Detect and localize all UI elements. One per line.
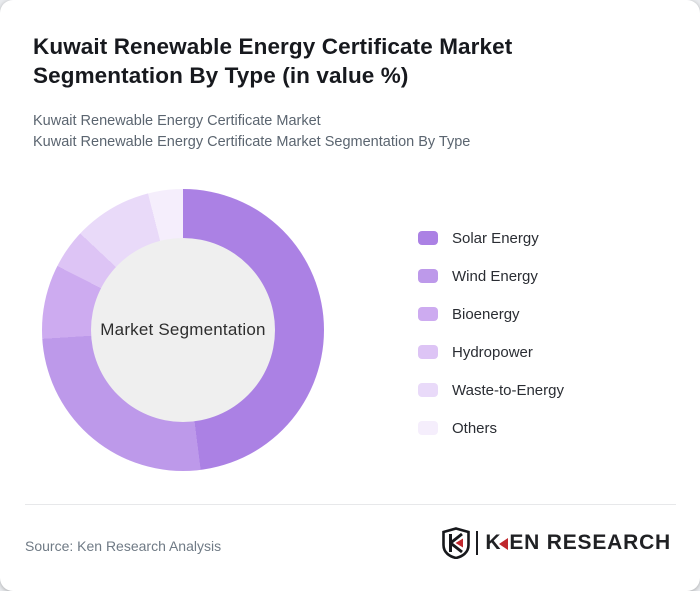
red-arrow-icon	[499, 537, 509, 550]
legend-swatch	[418, 421, 438, 435]
donut-chart: Market Segmentation	[42, 189, 324, 471]
brand-wordmark: K EN RESEARCH	[485, 531, 671, 555]
legend-item: Wind Energy	[418, 267, 564, 285]
subtitle-line2: Kuwait Renewable Energy Certificate Mark…	[33, 134, 471, 150]
legend-item: Waste-to-Energy	[418, 381, 564, 399]
legend-item: Solar Energy	[418, 229, 564, 247]
page-title: Kuwait Renewable Energy Certificate Mark…	[33, 32, 633, 90]
page-title-line2: Segmentation By Type (in value %)	[33, 63, 409, 88]
brand-rest: EN RESEARCH	[509, 531, 671, 554]
brand-k: K	[485, 531, 502, 554]
legend-swatch	[418, 345, 438, 359]
legend-swatch	[418, 269, 438, 283]
chart-legend: Solar Energy Wind Energy Bioenergy Hydro…	[418, 229, 564, 437]
page-title-line1: Kuwait Renewable Energy Certificate Mark…	[33, 34, 513, 59]
donut-center-label: Market Segmentation	[100, 320, 266, 339]
subtitle-line1: Kuwait Renewable Energy Certificate Mark…	[33, 113, 321, 129]
legend-item: Bioenergy	[418, 305, 564, 323]
source-text: Source: Ken Research Analysis	[25, 538, 222, 554]
legend-label: Waste-to-Energy	[452, 381, 564, 399]
legend-swatch	[418, 307, 438, 321]
legend-swatch	[418, 383, 438, 397]
legend-label: Hydropower	[452, 343, 533, 361]
shield-k-icon	[442, 527, 471, 559]
logo-divider	[476, 531, 479, 555]
subtitle-block: Kuwait Renewable Energy Certificate Mark…	[33, 111, 653, 153]
footer-divider	[25, 504, 676, 505]
legend-item: Hydropower	[418, 343, 564, 361]
legend-swatch	[418, 231, 438, 245]
legend-label: Solar Energy	[452, 229, 539, 247]
ken-research-logo: K EN RESEARCH	[441, 527, 671, 559]
legend-item: Others	[418, 419, 564, 437]
legend-label: Others	[452, 419, 498, 437]
donut-center: Market Segmentation	[91, 238, 275, 422]
legend-label: Bioenergy	[452, 305, 520, 323]
legend-label: Wind Energy	[452, 267, 538, 285]
